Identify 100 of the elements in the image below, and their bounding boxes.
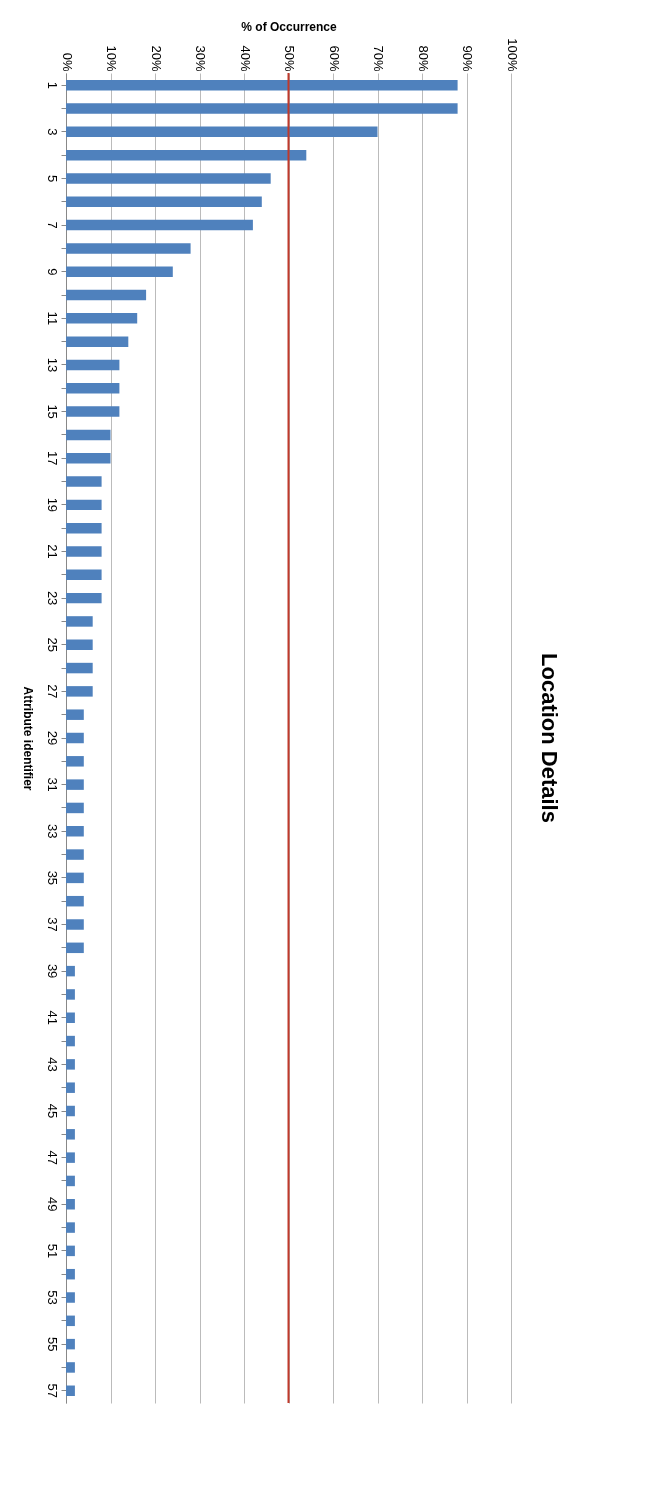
bar	[66, 1199, 75, 1210]
y-axis-title: Attribute identifier	[20, 686, 35, 791]
bar	[66, 1245, 75, 1257]
bar	[66, 849, 84, 860]
bar	[66, 569, 102, 581]
text: Location Details	[537, 653, 562, 823]
y-tick-label: 1	[44, 81, 60, 89]
y-tick-label: 17	[44, 451, 60, 466]
bar	[66, 616, 93, 627]
bar	[66, 686, 93, 697]
bar	[66, 546, 102, 557]
x-tick-label: 20%	[148, 45, 164, 72]
bar	[66, 1105, 75, 1117]
bar	[66, 895, 84, 907]
y-tick-label: 35	[44, 870, 60, 886]
bar	[66, 359, 120, 371]
x-tick-label: 30%	[193, 45, 208, 72]
y-tick-label: 9	[44, 268, 60, 276]
bar	[66, 989, 75, 1000]
y-tick-label: 41	[44, 1010, 60, 1025]
bar	[66, 1222, 75, 1233]
bar	[66, 1315, 75, 1327]
y-tick-label: 55	[44, 1336, 60, 1352]
bar	[66, 499, 102, 511]
bar	[66, 406, 120, 417]
y-tick-label: 53	[44, 1290, 60, 1305]
y-tick-label: 27	[44, 684, 60, 699]
y-tick-label: 31	[44, 777, 60, 792]
y-tick-label: 23	[44, 590, 60, 606]
bar	[66, 266, 173, 277]
bar	[66, 1175, 75, 1187]
bar	[66, 732, 84, 744]
bar	[66, 1129, 75, 1140]
y-tick-label: 37	[44, 917, 60, 932]
bar	[66, 662, 93, 674]
y-tick-label: 15	[44, 404, 60, 419]
y-tick-label: 3	[44, 128, 60, 136]
y-tick-label: 39	[44, 963, 60, 979]
bar	[66, 429, 111, 441]
x-tick-label: 60%	[326, 45, 342, 72]
x-tick-label: 0%	[59, 52, 75, 72]
bar	[66, 79, 458, 91]
bar	[66, 1385, 75, 1397]
y-tick-label: 21	[44, 544, 60, 559]
bar	[66, 522, 102, 534]
bar	[66, 756, 84, 767]
y-tick-label: 51	[44, 1243, 60, 1259]
bar	[66, 289, 147, 301]
bar	[66, 453, 111, 464]
y-tick-label: 25	[44, 637, 60, 652]
bar	[66, 219, 253, 231]
y-tick-label: 57	[44, 1383, 60, 1398]
bar	[66, 1059, 75, 1070]
bar	[66, 1292, 75, 1303]
y-tick-label: 13	[44, 357, 60, 373]
bar	[66, 149, 307, 161]
bar	[66, 919, 84, 930]
bar	[66, 1362, 75, 1373]
bar	[66, 1338, 75, 1350]
bar	[66, 826, 84, 837]
x-tick-label: 90%	[460, 45, 475, 72]
y-tick-label: 45	[44, 1103, 60, 1119]
x-tick-label: 80%	[415, 45, 431, 72]
bar	[66, 709, 84, 720]
bar	[66, 476, 102, 487]
y-tick-label: 33	[44, 824, 60, 839]
x-tick-label: 50%	[282, 45, 297, 72]
bar	[66, 802, 84, 814]
x-tick-label: 10%	[104, 45, 119, 72]
bar	[66, 1012, 75, 1023]
bar	[66, 383, 120, 394]
x-axis-title: % of Occurrence	[241, 20, 338, 35]
bar	[66, 1035, 75, 1047]
x-tick-label: 40%	[237, 45, 253, 72]
bar	[66, 965, 75, 977]
x-tick-label: 70%	[371, 45, 386, 72]
bar	[66, 639, 93, 650]
bar	[66, 592, 102, 604]
bar	[66, 336, 129, 347]
y-tick-label: 7	[44, 221, 60, 229]
y-tick-label: 29	[44, 730, 60, 746]
bar	[66, 196, 262, 208]
bar	[66, 1152, 75, 1163]
bar	[66, 243, 191, 254]
bar	[66, 872, 84, 884]
bar	[66, 1082, 75, 1093]
bar	[66, 779, 84, 790]
bar	[66, 103, 458, 114]
y-tick-label: 43	[44, 1057, 60, 1072]
bar	[66, 942, 84, 954]
x-tick-label: 100%	[504, 38, 520, 72]
y-tick-label: 11	[44, 311, 60, 326]
bar	[66, 313, 138, 324]
bar	[66, 126, 378, 138]
y-tick-label: 49	[44, 1197, 60, 1212]
y-tick-label: 19	[44, 497, 60, 513]
y-tick-label: 5	[44, 174, 60, 183]
y-tick-label: 47	[44, 1150, 60, 1165]
bar	[66, 173, 271, 184]
bar	[66, 1268, 75, 1280]
